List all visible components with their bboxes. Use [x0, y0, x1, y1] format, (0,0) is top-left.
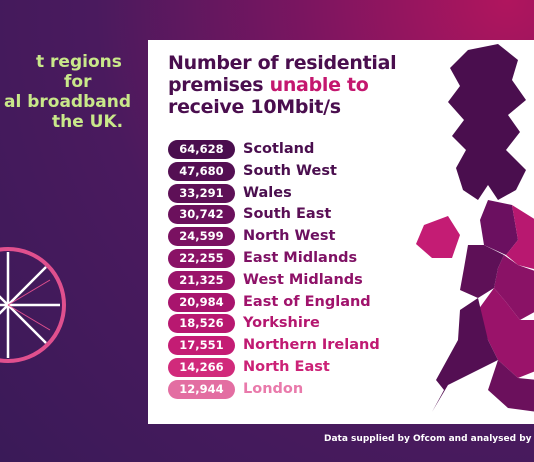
- flag-badge: [0, 247, 66, 363]
- headline-line: for: [64, 72, 92, 92]
- region-name: Northern Ireland: [243, 337, 380, 354]
- headline: t regions for al broadband the UK.: [0, 52, 131, 132]
- region-name: North East: [243, 359, 330, 375]
- footer: Data supplied by Ofcom and analysed by N: [324, 434, 534, 444]
- region-name: North West: [243, 228, 336, 245]
- count-pill: 20,984: [168, 292, 235, 312]
- region-name: West Midlands: [243, 271, 363, 288]
- region-name: Scotland: [243, 141, 315, 157]
- count-pill: 18,526: [168, 314, 235, 334]
- title-line: receive 10Mbit/s: [168, 96, 341, 118]
- region-name: London: [243, 380, 304, 397]
- title-text: premises: [168, 74, 264, 96]
- region-name: Wales: [243, 184, 292, 201]
- title-line: premises unable to: [168, 74, 396, 96]
- uk-map: [416, 44, 534, 412]
- count-pill: 24,599: [168, 227, 235, 247]
- card: Number of residential premises unable to…: [148, 40, 534, 424]
- count-pill: 12,944: [168, 379, 235, 399]
- region-name: Yorkshire: [243, 315, 320, 332]
- headline-line: al broadband: [4, 92, 132, 112]
- region-name: East Midlands: [243, 250, 358, 266]
- title-highlight: unable to: [269, 74, 369, 96]
- headline-line: the UK.: [52, 112, 124, 132]
- count-pill: 21,325: [168, 270, 235, 290]
- count-pill: 47,680: [168, 161, 235, 181]
- count-pill: 22,255: [168, 249, 235, 268]
- count-pill: 64,628: [168, 140, 235, 159]
- title-line: Number of residential: [168, 52, 397, 74]
- region-name: South West: [243, 162, 337, 179]
- count-pill: 17,551: [168, 336, 235, 356]
- headline-line: t regions: [36, 52, 122, 72]
- count-pill: 33,291: [168, 183, 235, 203]
- count-pill: 30,742: [168, 205, 235, 225]
- region-name: South East: [243, 206, 332, 223]
- count-pill: 14,266: [168, 358, 235, 377]
- card-title: Number of residential premises unable to…: [168, 52, 397, 118]
- region-name: East of England: [243, 293, 371, 310]
